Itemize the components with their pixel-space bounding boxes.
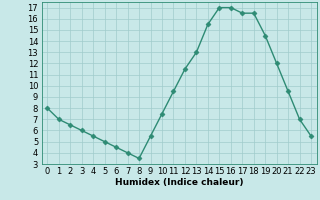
X-axis label: Humidex (Indice chaleur): Humidex (Indice chaleur) — [115, 178, 244, 187]
